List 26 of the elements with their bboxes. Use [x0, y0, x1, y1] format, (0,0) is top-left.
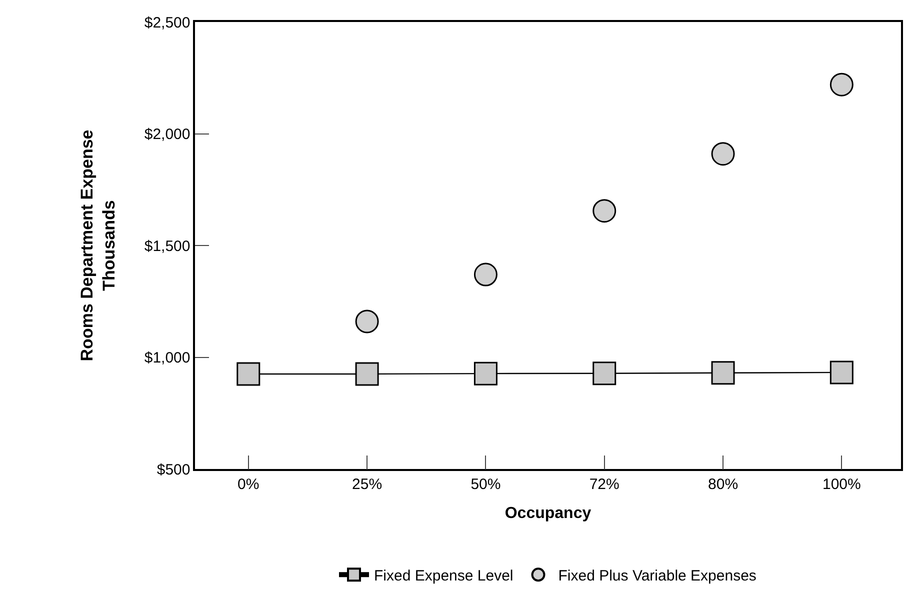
point: [355, 310, 379, 334]
point: [474, 262, 498, 286]
point: [711, 361, 735, 385]
point: [236, 362, 260, 386]
legend-label: Fixed Expense Level: [374, 568, 514, 584]
legend-label: Fixed Plus Variable Expenses: [558, 568, 756, 584]
point: [711, 142, 735, 166]
point: [830, 72, 854, 96]
x-tick-label: 50%: [470, 476, 501, 493]
point: [474, 362, 498, 386]
x-tick-label: 80%: [708, 476, 738, 493]
y-tick-label: $1,000: [144, 350, 190, 366]
x-axis-title: Occupancy: [504, 504, 592, 522]
point: [592, 362, 616, 386]
y-tick-label: $2,000: [144, 126, 190, 143]
point: [830, 360, 854, 384]
y-tick-label: $1,500: [144, 238, 190, 255]
x-tick-label: 72%: [589, 476, 620, 493]
x-tick-label: 25%: [352, 476, 382, 493]
point: [355, 362, 379, 386]
x-tick-label: 100%: [822, 476, 861, 493]
y-axis-title: Rooms Department Expense Thousands: [77, 130, 118, 362]
x-tick-label: 0%: [238, 476, 260, 493]
point: [592, 199, 616, 223]
y-tick-label: $2,500: [144, 14, 190, 32]
y-tick-label: $500: [156, 461, 190, 478]
